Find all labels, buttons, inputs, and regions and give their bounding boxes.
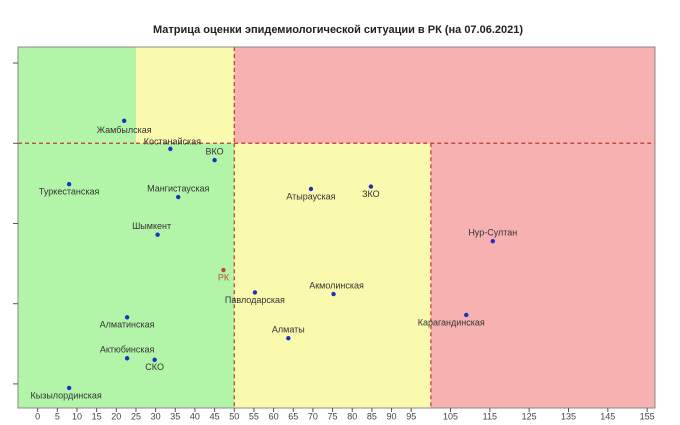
chart-title: Матрица оценки эпидемиологической ситуац…: [153, 24, 523, 36]
point: [124, 315, 130, 320]
x-tick-label: 45: [210, 411, 220, 420]
plot-frame: [17, 46, 656, 409]
x-tick-label: 70: [308, 411, 318, 420]
x-tick-label: 60: [269, 411, 279, 420]
point-label: Шымкент: [132, 221, 171, 231]
x-tick-label: 75: [328, 411, 338, 420]
point-label: Карагандинская: [418, 317, 485, 327]
x-tick-label: 0: [35, 411, 40, 420]
x-tick-label: 25: [131, 411, 141, 420]
x-tick-label: 5: [55, 411, 60, 420]
point-label: Актюбинская: [100, 345, 155, 355]
point: [66, 181, 72, 187]
point-label: Акмолинская: [309, 280, 364, 290]
point: [176, 194, 181, 200]
point-label: Жамбылская: [97, 125, 152, 135]
point-label: Кызылординская: [31, 390, 102, 400]
zone: [135, 47, 235, 144]
zone: [430, 143, 655, 408]
x-tick-label: 65: [288, 411, 298, 420]
point-label: Алматы: [272, 325, 305, 335]
point-label: Мангистауская: [147, 183, 209, 193]
point-label: Нур-Султан: [468, 228, 517, 238]
zone: [234, 143, 431, 408]
x-tick-label: 30: [151, 411, 161, 420]
point: [331, 291, 336, 297]
point: [286, 336, 291, 341]
x-tick-label: 105: [443, 411, 458, 420]
x-tick-label: 145: [600, 411, 615, 420]
point: [252, 290, 258, 295]
point: [152, 357, 157, 363]
x-tick-label: 85: [367, 411, 377, 420]
point-label: ЗКО: [362, 189, 380, 199]
x-tick-label: 35: [170, 411, 180, 420]
point: [368, 184, 374, 189]
x-tick-label: 10: [72, 411, 82, 420]
x-tick-label: 95: [406, 411, 416, 420]
x-tick-label: 55: [249, 411, 259, 420]
zone: [234, 47, 655, 144]
x-tick-label: 90: [387, 411, 397, 420]
point: [124, 356, 130, 361]
x-tick-label: 40: [190, 411, 200, 420]
point: [121, 118, 127, 124]
point-label: Костанайская: [144, 136, 201, 146]
point-label: Туркестанская: [39, 187, 100, 197]
point: [155, 232, 160, 237]
x-tick-label: 115: [483, 411, 497, 420]
x-tick-label: 15: [92, 411, 102, 420]
zone: [18, 143, 235, 408]
point: [168, 146, 173, 152]
zone: [18, 47, 136, 144]
point-label: Павлодарская: [225, 295, 285, 305]
point: [308, 186, 314, 192]
x-tick-label: 155: [640, 411, 655, 420]
point: [221, 267, 226, 273]
x-tick-label: 135: [561, 411, 576, 420]
point-label: Алматинская: [100, 320, 155, 330]
point: [66, 385, 72, 391]
point: [490, 238, 496, 244]
point: [464, 312, 469, 318]
x-tick-label: 20: [111, 411, 121, 420]
point: [212, 157, 217, 163]
x-tick-label: 50: [229, 411, 239, 420]
x-tick-label: 125: [522, 411, 537, 420]
point-label: СКО: [145, 362, 164, 372]
point-label: ВКО: [206, 146, 224, 156]
x-tick-label: 80: [347, 411, 357, 420]
point-label: РК: [218, 272, 230, 282]
point-label: Атырауская: [286, 191, 335, 201]
